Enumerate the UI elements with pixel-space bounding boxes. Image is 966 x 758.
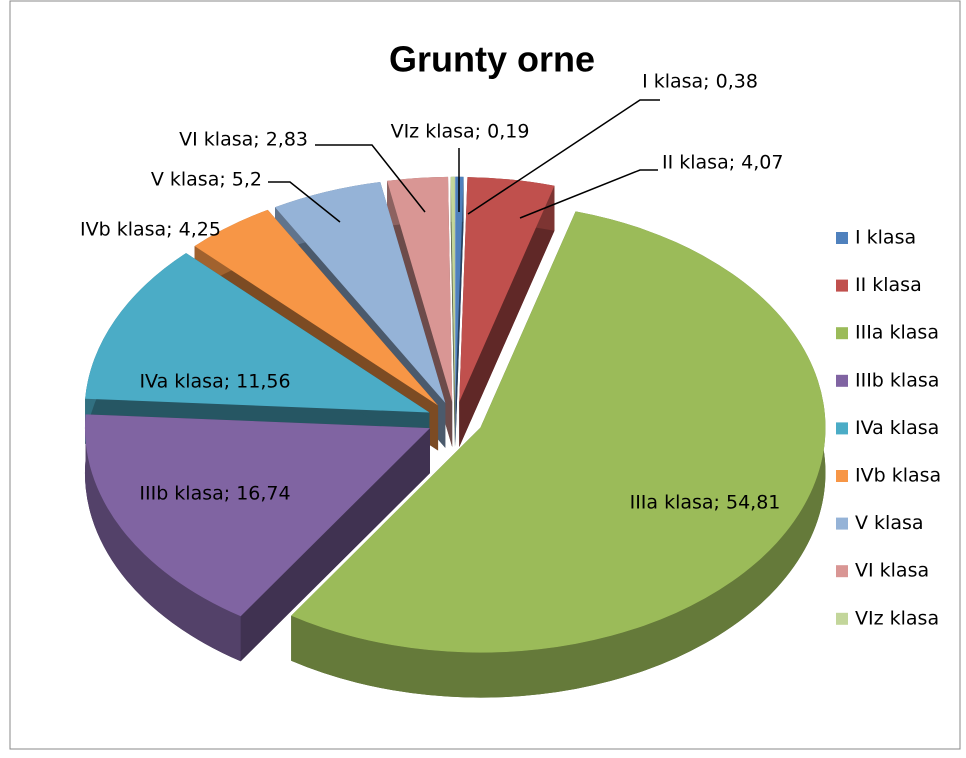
- legend-swatch: [836, 374, 848, 387]
- legend-label: IIIb klasa: [855, 369, 939, 391]
- data-label: VIz klasa; 0,19: [391, 121, 530, 143]
- slice: [194, 209, 439, 406]
- legend-label: I klasa: [855, 227, 916, 249]
- data-label: I klasa; 0,38: [642, 71, 758, 93]
- legend-label: II klasa: [855, 274, 922, 296]
- slice-side: [84, 414, 241, 662]
- legend-swatch: [836, 565, 848, 578]
- pie: [84, 176, 826, 698]
- slice-wall: [240, 428, 430, 662]
- legend-label: IIIa klasa: [855, 322, 939, 344]
- slice-wall: [459, 185, 555, 448]
- data-label: IVa klasa; 11,56: [139, 371, 290, 393]
- slice: [459, 177, 555, 403]
- slice: [387, 176, 453, 402]
- slice-wall: [455, 176, 464, 447]
- legend-swatch: [836, 422, 848, 435]
- leader-line: [467, 99, 660, 215]
- leader-line: [519, 169, 658, 219]
- legend-swatch: [836, 232, 848, 244]
- legend-label: V klasa: [855, 512, 924, 534]
- data-label: IVb klasa; 4,25: [80, 219, 221, 241]
- data-label: IIIa klasa; 54,81: [630, 492, 781, 514]
- slice: [291, 211, 826, 653]
- legend-swatch: [836, 327, 848, 340]
- slice-wall: [450, 176, 455, 447]
- slice: [274, 181, 446, 403]
- data-label: IIIb klasa; 16,74: [139, 483, 290, 505]
- slice: [450, 176, 455, 402]
- slice: [84, 414, 430, 617]
- legend-swatch: [836, 470, 848, 482]
- legend-label: VI klasa: [855, 560, 929, 582]
- legend-label: IVb klasa: [855, 465, 941, 487]
- leader-line: [268, 181, 341, 223]
- chart-title: Grunty orne: [389, 39, 595, 80]
- legend-swatch: [836, 279, 848, 292]
- legend-label: VIz klasa: [855, 607, 939, 629]
- legend-swatch: [836, 517, 848, 530]
- data-label: V klasa; 5,2: [151, 169, 262, 191]
- legend-label: IVa klasa: [855, 417, 939, 439]
- slice: [455, 176, 464, 402]
- data-label: VI klasa; 2,83: [179, 129, 308, 151]
- data-label: II klasa; 4,07: [662, 152, 783, 174]
- slice: [85, 253, 430, 413]
- legend-swatch: [836, 612, 848, 625]
- slice-side: [291, 211, 826, 698]
- leader-line: [315, 144, 426, 213]
